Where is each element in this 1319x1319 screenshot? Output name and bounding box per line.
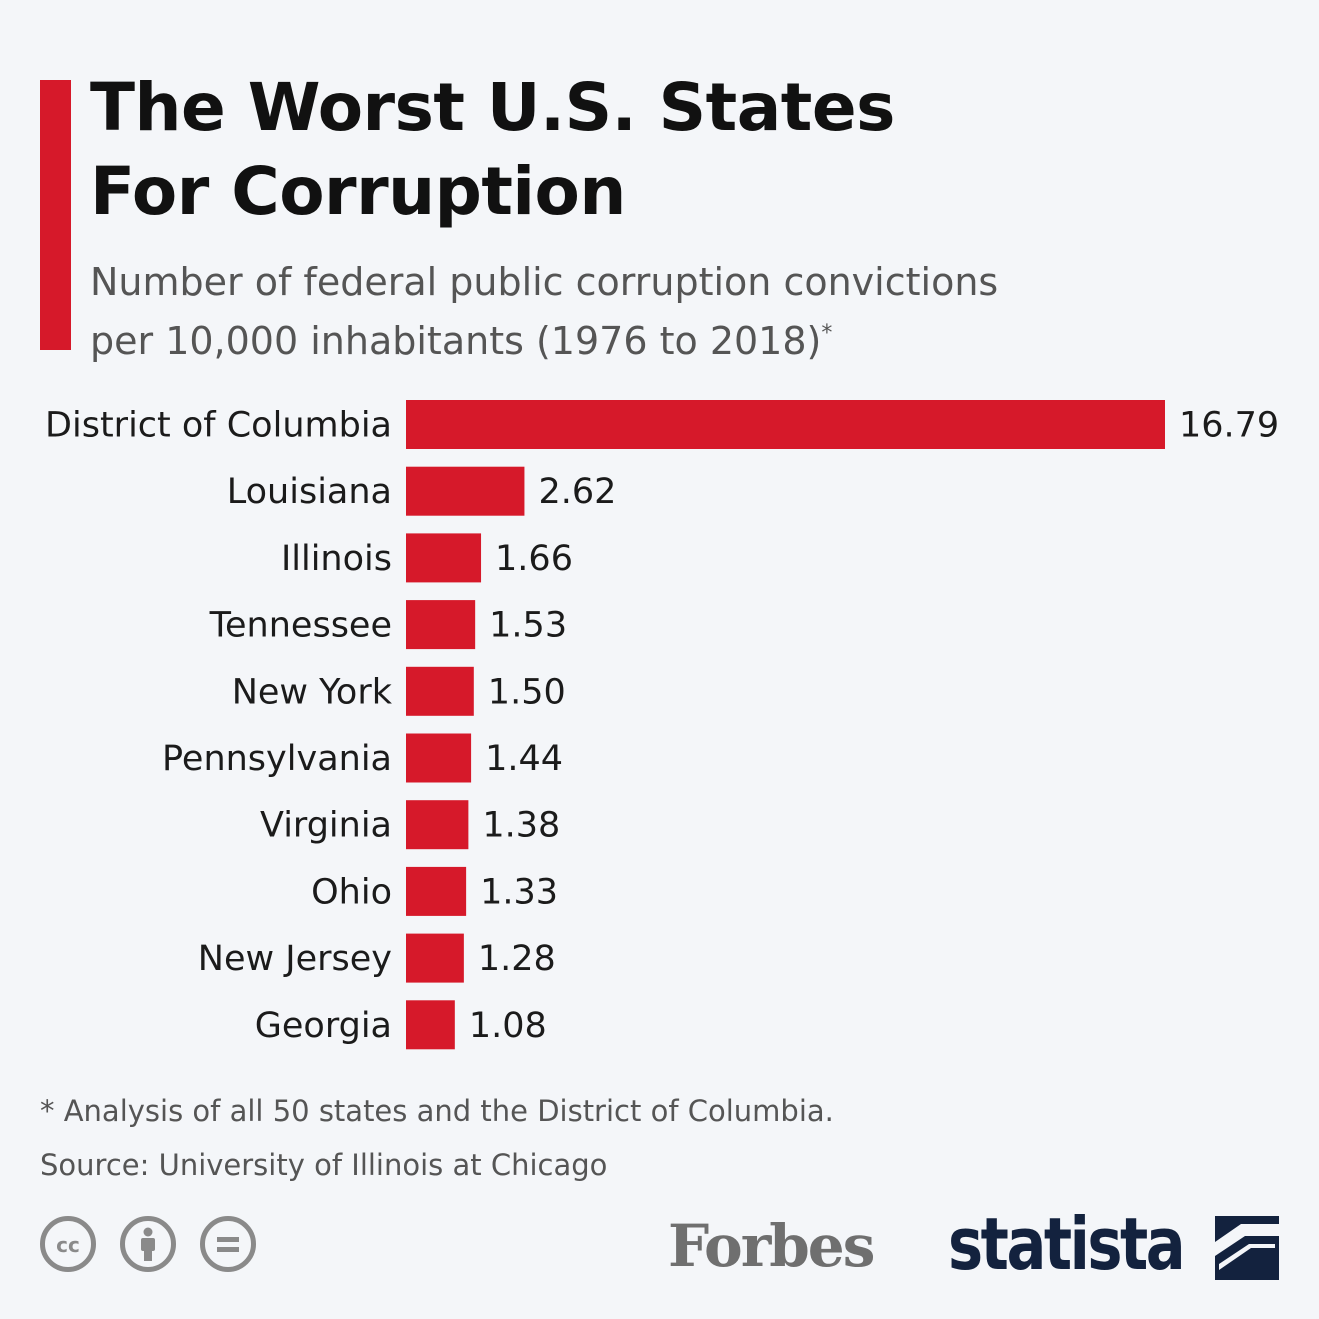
value-label: 1.33: [480, 872, 558, 912]
category-label: Ohio: [311, 872, 392, 912]
bar: [406, 600, 476, 650]
bar: [406, 533, 482, 583]
bar: [406, 733, 472, 783]
category-label: Illinois: [281, 539, 392, 579]
subtitle-line-2-text: per 10,000 inhabitants (1976 to 2018): [90, 319, 822, 363]
bar-chart: District of Columbia 16.79 Louisiana 2.62 Il…: [45, 400, 1279, 1050]
statista-logo-text: statista: [948, 1202, 1186, 1286]
svg-text:cc: cc: [56, 1233, 80, 1257]
value-label: 1.28: [478, 939, 556, 979]
statista-logo-icon: [1215, 1216, 1279, 1280]
category-label: Virginia: [260, 806, 392, 846]
title-line-2: For Corruption: [90, 153, 626, 230]
category-label: New Jersey: [198, 939, 392, 979]
bar: [406, 933, 464, 983]
value-label: 1.38: [482, 806, 560, 846]
bar: [406, 1000, 455, 1050]
subtitle-line-1: Number of federal public corruption conv…: [90, 260, 999, 304]
value-label: 2.62: [538, 472, 616, 512]
bar: [406, 866, 467, 916]
footnote: * Analysis of all 50 states and the Dist…: [40, 1094, 834, 1128]
by-person-icon[interactable]: [120, 1216, 176, 1272]
category-label: Georgia: [255, 1006, 392, 1046]
category-label: New York: [232, 672, 393, 712]
bar: [406, 466, 525, 516]
subtitle-line-2: per 10,000 inhabitants (1976 to 2018)*: [90, 308, 1240, 367]
subtitle-marker: *: [821, 321, 833, 346]
category-label: Pennsylvania: [162, 739, 392, 779]
value-label: 1.53: [489, 606, 567, 646]
bar: [406, 666, 474, 716]
cc-icon[interactable]: cc: [40, 1216, 96, 1272]
value-label: 16.79: [1179, 406, 1279, 446]
value-label: 1.66: [495, 539, 573, 579]
source-note: Source: University of Illinois at Chicag…: [40, 1148, 608, 1182]
bar: [406, 400, 1165, 449]
value-label: 1.08: [469, 1006, 547, 1046]
bar: [406, 800, 469, 850]
category-label: Louisiana: [227, 472, 392, 512]
category-label: District of Columbia: [45, 406, 392, 446]
category-label: Tennessee: [209, 606, 392, 646]
chart-subtitle: Number of federal public corruption conv…: [90, 256, 1240, 367]
chart-title: The Worst U.S. States For Corruption: [90, 66, 1240, 234]
title-line-1: The Worst U.S. States: [90, 69, 895, 146]
value-label: 1.50: [488, 672, 566, 712]
nd-equals-icon[interactable]: [200, 1216, 256, 1272]
accent-bar: [40, 80, 71, 350]
value-label: 1.44: [485, 739, 563, 779]
forbes-logo: Forbes: [668, 1212, 875, 1280]
